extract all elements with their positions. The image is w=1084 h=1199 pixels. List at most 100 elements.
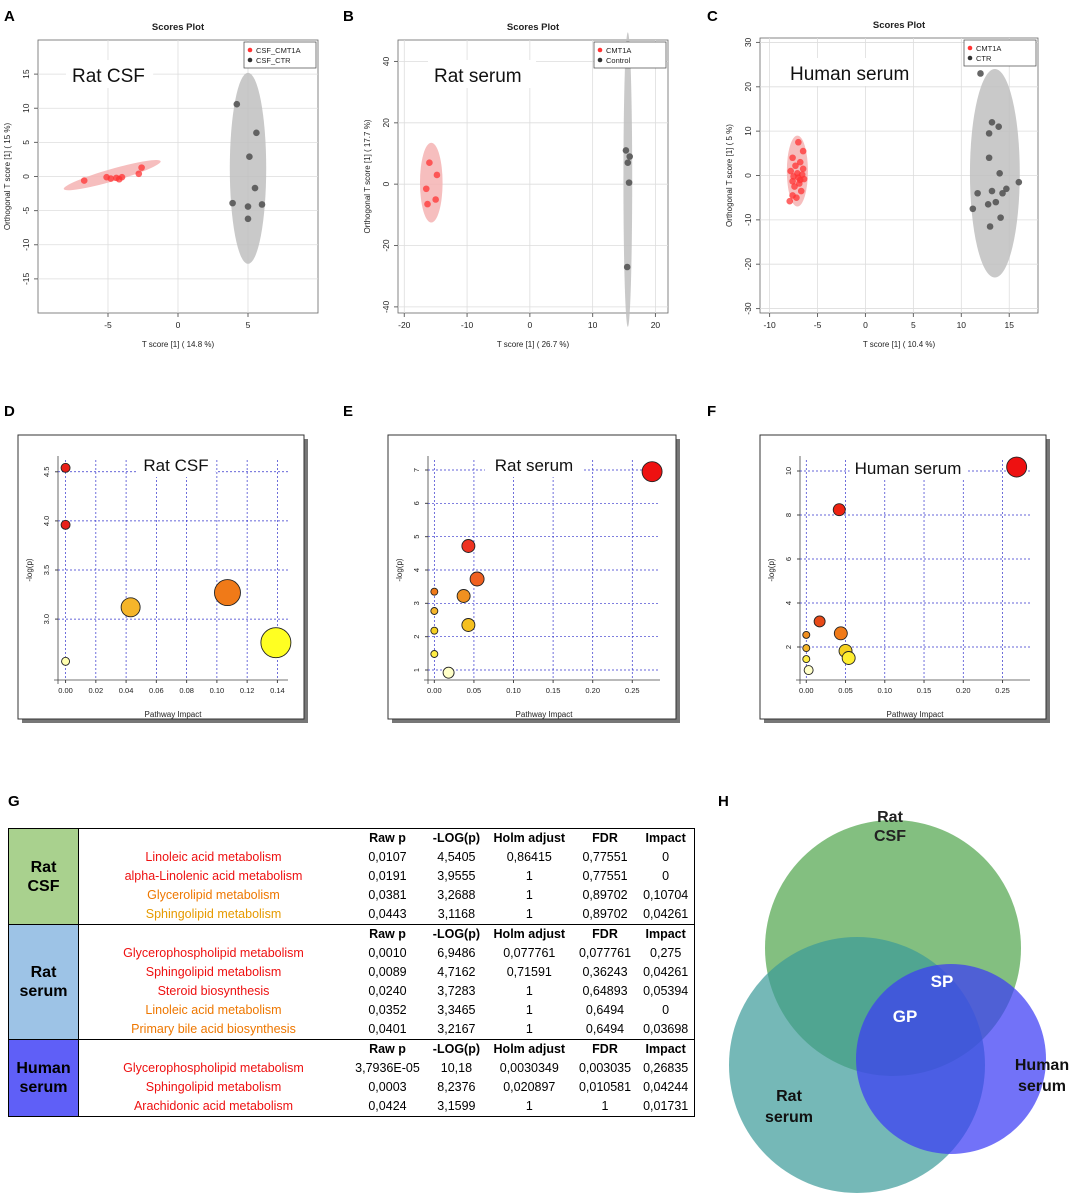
tick-label-x-b-4: 20 — [651, 320, 661, 330]
legend-marker-c-0 — [967, 45, 973, 51]
tick-label-x-c-2: 0 — [863, 320, 868, 330]
table-header-cell: Holm adjust — [485, 1039, 573, 1059]
point-a-0-2 — [107, 175, 115, 182]
tick-label-x-f-4: 0.20 — [956, 686, 971, 695]
table-cell: 0,0191 — [368, 869, 407, 883]
table-cell: 0,077761 — [578, 946, 632, 960]
point-c-0-0 — [795, 138, 802, 146]
table-cell: 4,5405 — [437, 850, 476, 864]
confidence-ellipse-a-0 — [63, 160, 161, 191]
table-cell: 0,0003 — [368, 1080, 407, 1094]
table-cell: 0,020897 — [503, 1080, 556, 1094]
table-header-cell — [78, 1039, 348, 1059]
confidence-ellipse-c-1 — [969, 69, 1020, 278]
group-label-line: Rat — [30, 964, 57, 981]
table-cell: 0,0089 — [368, 965, 407, 979]
panel-label-d: D — [4, 403, 15, 420]
table-cell: 0,89702 — [582, 888, 628, 902]
point-a-1-3 — [251, 184, 259, 192]
point-c-1-9 — [1003, 185, 1010, 193]
tick-label-x-a-0: -5 — [104, 320, 112, 330]
axis-label-x-f: Pathway Impact — [887, 710, 945, 719]
tick-label-y-d-0: 3.0 — [42, 614, 51, 624]
confidence-ellipse-b-0 — [419, 142, 443, 223]
table-row: Sphingolipid metabolism 0,0003 8,2376 0,020… — [9, 1078, 696, 1097]
point-c-1-12 — [984, 201, 992, 208]
table-cell: 0,04261 — [637, 963, 696, 982]
point-c-0-6 — [787, 167, 794, 175]
tick-label-x-b-3: 10 — [588, 320, 598, 330]
venn-intersection-gp: GP — [893, 1007, 918, 1026]
plot-border-b — [397, 39, 669, 314]
point-c-0-2 — [789, 154, 796, 162]
table-cell: 1 — [525, 1022, 533, 1036]
point-a-1-5 — [258, 201, 266, 208]
table-cell: 0,26835 — [637, 1059, 696, 1078]
table-cell: 0,0424 — [348, 1097, 427, 1117]
point-c-0-3 — [796, 158, 804, 166]
tick-label-y-f-2: 6 — [784, 557, 793, 561]
legend-label-b-0: CMT1A — [606, 46, 631, 55]
annotation-bg-e — [484, 451, 584, 477]
pathway-name: Sphingolipid metabolism — [145, 965, 282, 979]
table-cell: 0,77551 — [582, 869, 628, 883]
panel-label-f: F — [707, 403, 716, 420]
venn-label-rat-serum: Rat serum — [765, 1088, 813, 1126]
table-cell: 4,7162 — [437, 965, 476, 979]
group-label-line: Rat — [30, 858, 57, 876]
table-group-label: Rat serum — [8, 924, 79, 1040]
table-cell: 1 — [525, 869, 533, 883]
point-b-0-4 — [424, 200, 431, 208]
tick-label-x-e-3: 0.15 — [546, 686, 561, 695]
point-c-1-15 — [986, 223, 994, 230]
tick-label-x-f-0: 0.00 — [799, 686, 814, 695]
point-c-0-14 — [791, 183, 798, 190]
annotation-bg-d — [136, 451, 216, 477]
table-row: alpha-Linolenic acid metabolism 0,0191 3,9… — [9, 867, 696, 886]
pathway-name: Glycerolipid metabolism — [147, 888, 280, 902]
axis-label-y-e: -log(p) — [395, 558, 404, 581]
tick-label-x-c-3: 5 — [911, 320, 916, 330]
table-row: Primary bile acid biosynthesis 0,0401 3,21… — [9, 1020, 696, 1040]
table-cell: 0,89702 — [582, 907, 628, 921]
legend-marker-c-1 — [967, 55, 973, 61]
point-b-0-0 — [426, 159, 433, 166]
point-c-0-19 — [796, 176, 804, 184]
tick-label-y-a-3: 0 — [21, 174, 31, 179]
point-a-1-6 — [244, 203, 252, 210]
table-cell: 8,2376 — [437, 1080, 476, 1094]
tick-label-x-e-5: 0.25 — [625, 686, 640, 695]
venn-label-rat-csf: Rat CSF — [874, 809, 906, 845]
point-b-0-2 — [422, 185, 430, 193]
table-cell: 0,05394 — [637, 982, 696, 1001]
table-cell: 0,077761 — [503, 946, 556, 960]
tick-label-y-c-1: -20 — [743, 258, 753, 271]
plot-title-c: Scores Plot — [873, 20, 926, 31]
point-c-1-6 — [974, 189, 981, 197]
point-b-1-1 — [626, 153, 633, 160]
table-cell: 3,7283 — [437, 984, 476, 998]
table-row: Linoleic acid metabolism 0,0107 4,5405 0,86… — [9, 848, 696, 867]
tick-label-y-e-6: 7 — [412, 468, 421, 472]
tick-label-x-d-2: 0.04 — [119, 686, 134, 695]
tick-label-x-f-3: 0.15 — [917, 686, 932, 695]
tick-label-y-d-3: 4.5 — [42, 467, 51, 477]
panel-label-h: H — [718, 793, 729, 810]
pathway-table: Rat CSF Raw p -LOG(p) Holm adjust FDR Impact Li… — [8, 828, 696, 1117]
tick-label-x-b-2: 0 — [527, 320, 532, 330]
point-c-1-13 — [969, 205, 977, 213]
bubble-f-5 — [802, 644, 811, 653]
tick-label-y-e-4: 5 — [412, 535, 421, 539]
legend-label-c-1: CTR — [976, 54, 992, 63]
tick-label-x-f-5: 0.25 — [995, 686, 1010, 695]
tick-label-x-d-0: 0.00 — [58, 686, 73, 695]
bubble-f-2 — [813, 615, 826, 628]
annotation-bg-a — [66, 60, 154, 88]
table-cell: 3,3465 — [437, 1003, 476, 1017]
annotation-c: Human serum — [790, 64, 909, 85]
table-cell: 0,0107 — [368, 850, 407, 864]
point-c-1-4 — [985, 154, 993, 162]
venn-label-human-serum: Human serum — [1015, 1057, 1069, 1095]
pathway-name: Primary bile acid biosynthesis — [131, 1022, 296, 1036]
group-label-line: Human — [16, 1060, 71, 1077]
